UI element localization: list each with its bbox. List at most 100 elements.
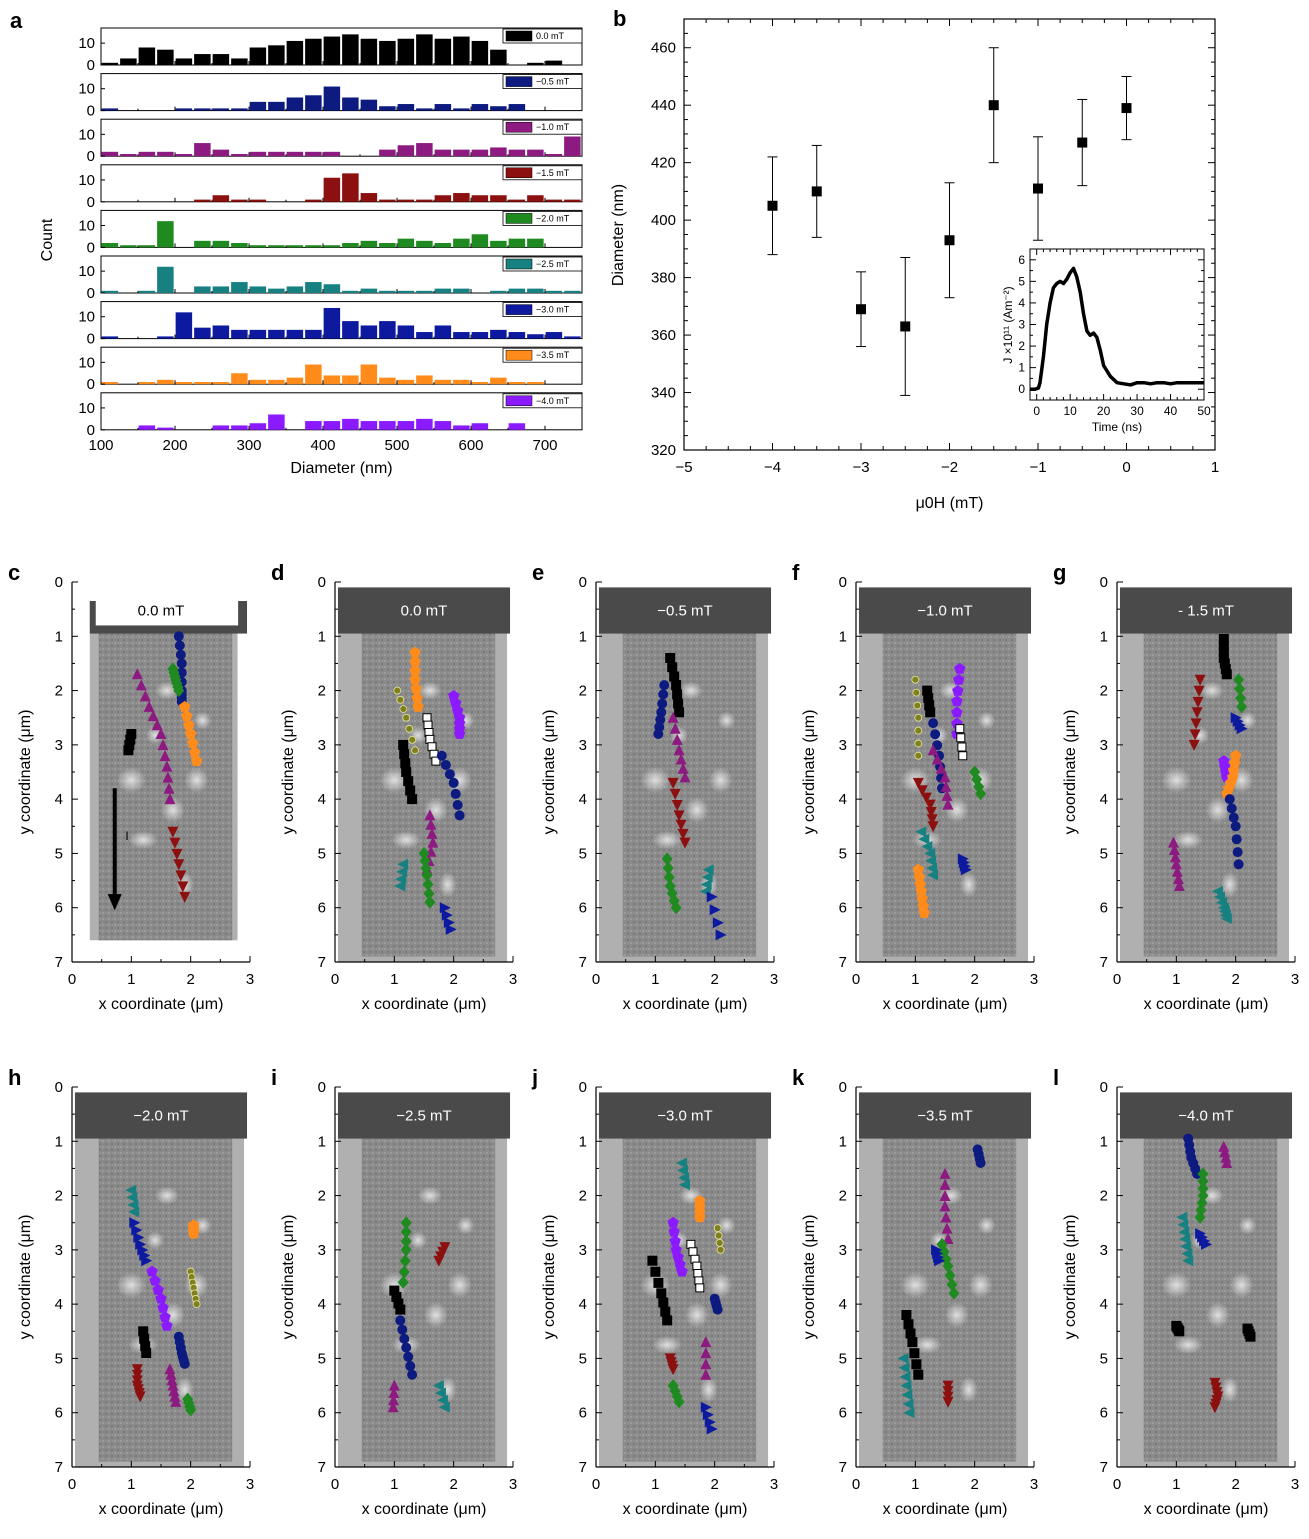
track-marker [926, 862, 938, 874]
track-marker [1233, 859, 1244, 870]
histogram-bar [490, 240, 507, 248]
y-tick-label: 2 [579, 1188, 587, 1205]
histogram-bar [175, 154, 193, 157]
skyrmion-track [1233, 673, 1248, 714]
x-tick-label: 0 [592, 1476, 600, 1493]
legend-label: −4.0 mT [536, 396, 570, 406]
histogram-bar [212, 382, 230, 385]
y-tick-label: 0 [87, 422, 95, 439]
track-marker [427, 742, 437, 752]
track-marker [667, 1364, 679, 1376]
skyrmion-track [667, 711, 691, 783]
histogram-bar [305, 151, 322, 157]
histogram-bar [323, 86, 341, 111]
track-marker [423, 720, 433, 730]
track-marker [671, 680, 682, 691]
micrograph-bubble [116, 767, 147, 794]
x-tick-label: 200 [162, 437, 187, 454]
track-marker [1229, 749, 1242, 761]
track-marker [927, 821, 939, 833]
contact-pad [1119, 1092, 1293, 1139]
track-marker [669, 788, 681, 800]
track-marker [183, 719, 195, 731]
histogram-bar [342, 34, 359, 65]
histogram-bar [268, 414, 285, 430]
track-marker [440, 759, 451, 770]
legend-label: −1.5 mT [536, 168, 570, 178]
y-tick-label: 3 [1100, 1242, 1108, 1259]
y-tick-label: 10 [78, 172, 95, 189]
track-marker [411, 692, 423, 704]
histogram-bar [508, 199, 526, 202]
track-marker [1174, 1326, 1185, 1337]
histogram-bar [268, 245, 285, 248]
y-tick-label: 4 [318, 791, 326, 808]
track-marker [387, 1401, 399, 1413]
histogram-frame [100, 301, 583, 340]
track-marker [186, 737, 199, 749]
track-marker [686, 1239, 696, 1249]
skyrmion-track [433, 1242, 451, 1267]
x-axis-label: x coordinate (μm) [99, 996, 224, 1013]
track-marker [170, 1395, 182, 1407]
track-marker [941, 789, 953, 801]
track-marker [897, 1352, 909, 1364]
y-tick-label: 2 [55, 1188, 63, 1205]
x-tick-label: 3 [1291, 1476, 1299, 1493]
track-marker [912, 863, 925, 875]
track-marker [1182, 1255, 1194, 1267]
histogram-bar [416, 108, 433, 111]
track-marker [397, 858, 409, 870]
track-marker [955, 724, 965, 734]
track-marker [399, 1333, 410, 1344]
skyrmion-track [164, 1363, 182, 1407]
field-label: 0.0 mT [138, 603, 185, 620]
y-tick-label: 0 [87, 331, 95, 348]
track-marker [393, 686, 402, 695]
histogram-bar [231, 58, 248, 65]
track-marker [939, 771, 951, 783]
skyrmion-track [1176, 1211, 1194, 1267]
track-marker [1171, 865, 1183, 877]
micrograph-bubble [1161, 1272, 1192, 1299]
x-tick-label: −5 [675, 459, 692, 476]
x-tick-label: 1 [390, 971, 398, 988]
x-tick-label: 600 [458, 437, 483, 454]
track-marker [713, 1224, 722, 1233]
histogram-bar [416, 332, 433, 339]
y-tick-label: 320 [651, 442, 676, 459]
skyrmion-track [897, 1352, 915, 1419]
histogram-bar [360, 288, 378, 293]
track-marker [166, 1374, 178, 1386]
histogram-bar [434, 325, 452, 339]
micrograph-bubble [1173, 830, 1204, 849]
histogram-bar [434, 243, 452, 248]
micrograph-bubble [1220, 871, 1239, 898]
legend-label: −2.5 mT [536, 259, 570, 269]
track-marker [669, 722, 681, 734]
track-marker [934, 1255, 946, 1267]
histogram-bar [527, 195, 544, 202]
histogram-bar [101, 382, 119, 385]
histogram-3: 0 10 −1.5 mT [78, 164, 583, 211]
y-tick-label: 2 [839, 683, 847, 700]
data-point [900, 321, 911, 332]
y-tick-label: 400 [651, 212, 676, 229]
y-tick-label: 0 [87, 57, 95, 74]
track-marker [131, 1369, 143, 1381]
y-tick-label: 4 [55, 1296, 63, 1313]
track-marker [141, 1255, 153, 1267]
histogram-bar [508, 423, 526, 430]
skyrmion-track [942, 1380, 954, 1408]
skyrmion-track [665, 653, 685, 718]
track-marker [914, 878, 927, 890]
x-tick-label: 3 [509, 971, 517, 988]
histogram-bar [342, 418, 359, 430]
histogram-bar [101, 243, 119, 248]
y-tick-label: 0 [87, 285, 95, 302]
inset-y-tick-label: 2 [1018, 339, 1025, 353]
y-axis-label: y coordinate (μm) [280, 710, 297, 835]
histogram-bar [157, 266, 174, 293]
